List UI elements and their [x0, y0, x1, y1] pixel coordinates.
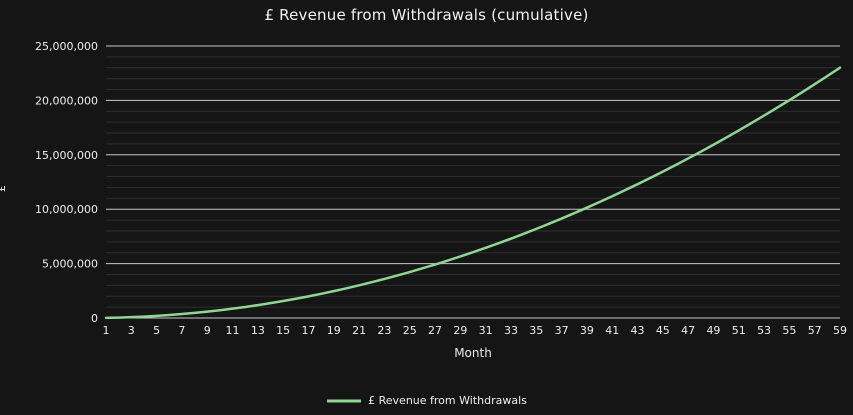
y-tick-label: 15,000,000 — [35, 149, 98, 162]
y-tick-label: 5,000,000 — [42, 258, 98, 271]
x-tick-label: 9 — [204, 324, 211, 337]
x-tick-label: 45 — [656, 324, 670, 337]
x-tick-label: 3 — [128, 324, 135, 337]
x-tick-label: 19 — [327, 324, 341, 337]
x-tick-label: 29 — [453, 324, 467, 337]
x-tick-label: 35 — [529, 324, 543, 337]
x-tick-label: 33 — [504, 324, 518, 337]
x-tick-label: 39 — [580, 324, 594, 337]
x-tick-label: 37 — [555, 324, 569, 337]
y-tick-label: 20,000,000 — [35, 94, 98, 107]
x-tick-label: 7 — [178, 324, 185, 337]
legend-label: £ Revenue from Withdrawals — [368, 394, 527, 407]
y-tick-label: 0 — [91, 312, 98, 325]
x-tick-label: 57 — [808, 324, 822, 337]
x-tick-label: 25 — [403, 324, 417, 337]
x-tick-label: 1 — [103, 324, 110, 337]
x-tick-label: 31 — [479, 324, 493, 337]
x-tick-label: 51 — [732, 324, 746, 337]
x-tick-label: 15 — [276, 324, 290, 337]
x-tick-label: 11 — [226, 324, 240, 337]
x-tick-label: 41 — [605, 324, 619, 337]
legend: £ Revenue from Withdrawals — [0, 394, 853, 407]
legend-line-icon — [327, 399, 362, 402]
x-tick-label: 47 — [681, 324, 695, 337]
x-tick-label: 43 — [631, 324, 645, 337]
x-axis-title: Month — [454, 346, 492, 360]
x-tick-label: 55 — [782, 324, 796, 337]
x-tick-label: 53 — [757, 324, 771, 337]
x-tick-label: 17 — [301, 324, 315, 337]
y-tick-label: 10,000,000 — [35, 203, 98, 216]
x-tick-label: 59 — [833, 324, 847, 337]
x-tick-label: 23 — [377, 324, 391, 337]
x-tick-label: 13 — [251, 324, 265, 337]
y-tick-label: 25,000,000 — [35, 40, 98, 53]
plot-area: 0 5,000,000 10,000,000 15,000,000 20,000,000… — [35, 40, 847, 337]
x-tick-label: 21 — [352, 324, 366, 337]
x-tick-label: 5 — [153, 324, 160, 337]
x-tick-label: 49 — [706, 324, 720, 337]
series-line-revenue — [104, 66, 842, 320]
x-tick-label: 27 — [428, 324, 442, 337]
chart-title: £ Revenue from Withdrawals (cumulative) — [264, 6, 589, 24]
